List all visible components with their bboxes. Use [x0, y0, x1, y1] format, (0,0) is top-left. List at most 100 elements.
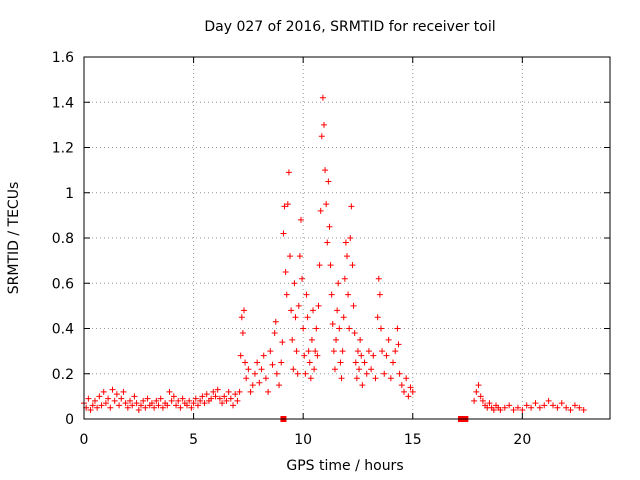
data-point — [331, 366, 338, 373]
data-point — [186, 397, 193, 404]
data-point — [105, 395, 112, 402]
data-point — [251, 370, 258, 377]
data-point — [285, 169, 292, 176]
data-point — [247, 388, 254, 395]
data-point — [312, 348, 319, 355]
data-point — [280, 230, 287, 237]
data-point — [514, 404, 521, 411]
data-point — [350, 302, 357, 309]
data-point — [327, 262, 334, 269]
data-point — [400, 388, 407, 395]
data-point — [166, 388, 173, 395]
data-point — [120, 388, 127, 395]
axis-ticks: 0 5 10 15 20 0 0.2 0.4 0.6 0.8 1 1.2 1.4 1.6 — [52, 50, 610, 448]
data-point — [271, 330, 278, 337]
data-point — [348, 203, 355, 210]
data-point — [381, 370, 388, 377]
data-point — [131, 393, 138, 400]
data-point — [89, 402, 96, 409]
y-tick-label: 0.8 — [52, 231, 74, 247]
data-point — [477, 393, 484, 400]
data-point — [497, 406, 504, 413]
data-point — [576, 404, 583, 411]
data-point — [184, 402, 191, 409]
data-point — [291, 280, 298, 287]
data-point — [237, 352, 244, 359]
data-point — [571, 402, 578, 409]
data-point — [385, 336, 392, 343]
y-tick-label: 0.6 — [52, 276, 74, 292]
data-point — [473, 388, 480, 395]
data-point — [317, 207, 324, 214]
data-point — [319, 94, 326, 101]
data-point — [210, 388, 217, 395]
data-point — [354, 348, 361, 355]
data-point — [192, 395, 199, 402]
data-point — [258, 366, 265, 373]
y-tick-label: 1.6 — [52, 50, 74, 66]
x-tick-label: 0 — [80, 432, 89, 448]
data-point — [347, 235, 354, 241]
data-point — [519, 406, 526, 413]
data-point — [249, 382, 256, 389]
y-tick-label: 0 — [65, 412, 74, 428]
data-point — [506, 402, 513, 409]
data-point — [140, 397, 147, 404]
data-point — [223, 397, 230, 404]
data-point — [479, 397, 486, 404]
data-point — [339, 348, 346, 355]
y-tick-label: 1.2 — [52, 141, 74, 157]
data-point — [287, 253, 294, 260]
data-point — [109, 386, 116, 393]
data-point — [567, 406, 574, 413]
data-point — [243, 375, 250, 382]
data-point — [345, 291, 352, 298]
data-point — [124, 404, 131, 411]
data-point — [137, 402, 144, 409]
data-point — [356, 366, 363, 373]
data-point — [471, 397, 478, 404]
data-point — [102, 400, 109, 407]
data-point — [314, 352, 321, 359]
data-point — [177, 404, 184, 411]
data-point — [194, 402, 201, 409]
data-point — [341, 275, 348, 282]
data-point — [230, 402, 237, 409]
data-point — [328, 291, 335, 298]
data-point — [135, 406, 142, 413]
data-point — [199, 393, 206, 400]
data-point — [293, 348, 300, 355]
data-point — [541, 402, 548, 409]
data-point — [368, 366, 375, 373]
data-point — [225, 388, 232, 395]
x-tick-label: 15 — [404, 432, 422, 448]
data-point — [179, 395, 186, 402]
data-point — [288, 307, 295, 314]
data-point — [383, 352, 390, 359]
data-point — [118, 395, 125, 402]
data-point — [148, 400, 155, 407]
data-point — [490, 406, 497, 413]
data-point — [387, 375, 394, 382]
data-point — [523, 402, 530, 409]
data-point — [129, 402, 136, 409]
data-point — [289, 336, 296, 343]
data-point — [168, 397, 175, 404]
x-tick-label: 20 — [513, 432, 531, 448]
data-point — [190, 400, 197, 407]
data-point — [272, 318, 279, 325]
data-point — [175, 397, 182, 404]
data-point — [173, 402, 180, 409]
data-point — [278, 359, 285, 366]
data-point — [370, 352, 377, 359]
data-point — [151, 404, 158, 411]
data-point — [349, 262, 356, 269]
data-point — [260, 352, 267, 359]
data-point — [273, 370, 280, 377]
data-point — [558, 400, 565, 407]
x-tick-label: 5 — [189, 432, 198, 448]
data-point — [340, 314, 347, 321]
data-point — [122, 400, 129, 407]
data-point — [326, 223, 333, 230]
data-point — [236, 388, 243, 395]
